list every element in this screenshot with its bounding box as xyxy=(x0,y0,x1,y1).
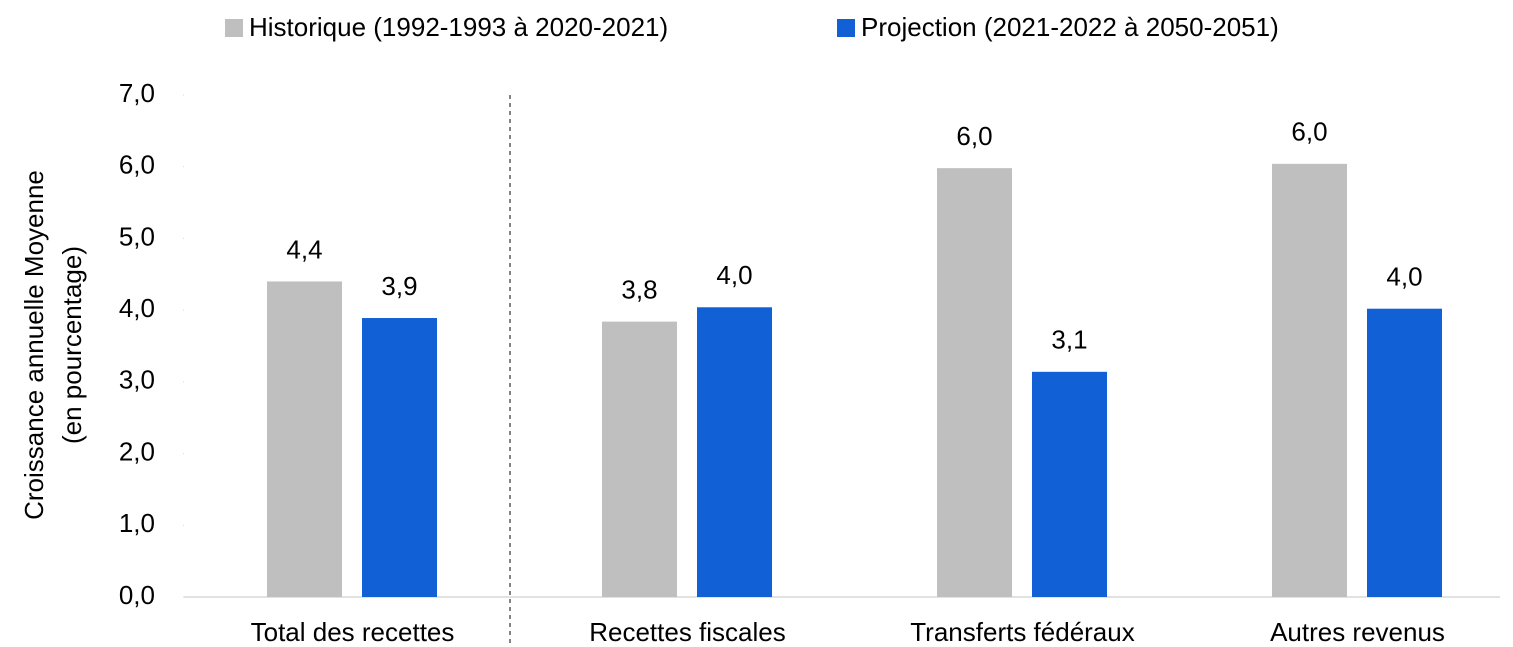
bar xyxy=(937,168,1012,598)
value-label: 4,0 xyxy=(1386,262,1422,292)
y-tick-label: 5,0 xyxy=(119,221,155,251)
value-label: 6,0 xyxy=(1291,117,1327,147)
y-tick-label: 6,0 xyxy=(119,150,155,180)
bar xyxy=(267,281,342,597)
bar xyxy=(1367,308,1442,597)
value-label: 3,1 xyxy=(1051,325,1087,355)
y-tick-label: 3,0 xyxy=(119,365,155,395)
bar xyxy=(697,307,772,597)
x-tick-label: Recettes fiscales xyxy=(589,617,786,647)
legend-label: Historique (1992-1993 à 2020-2021) xyxy=(249,12,668,42)
y-tick-label: 2,0 xyxy=(119,436,155,466)
value-label: 3,8 xyxy=(621,274,657,304)
value-label: 4,0 xyxy=(716,260,752,290)
bar xyxy=(362,318,437,597)
y-axis-label: (en pourcentage) xyxy=(57,246,87,444)
y-axis-label: Croissance annuelle Moyenne xyxy=(19,170,49,520)
legend-swatch xyxy=(837,19,855,37)
y-tick-label: 4,0 xyxy=(119,293,155,323)
legend-swatch xyxy=(225,19,243,37)
bar xyxy=(1272,163,1347,598)
value-label: 4,4 xyxy=(286,234,322,264)
value-label: 3,9 xyxy=(381,271,417,301)
y-tick-label: 1,0 xyxy=(119,508,155,538)
bar xyxy=(602,321,677,597)
x-tick-label: Transferts fédéraux xyxy=(910,617,1134,647)
y-tick-label: 0,0 xyxy=(119,580,155,610)
bar xyxy=(1032,371,1107,597)
y-tick-label: 7,0 xyxy=(119,78,155,108)
value-label: 6,0 xyxy=(956,121,992,151)
x-tick-label: Autres revenus xyxy=(1270,617,1445,647)
legend-label: Projection (2021-2022 à 2050-2051) xyxy=(861,12,1279,42)
x-tick-label: Total des recettes xyxy=(251,617,455,647)
